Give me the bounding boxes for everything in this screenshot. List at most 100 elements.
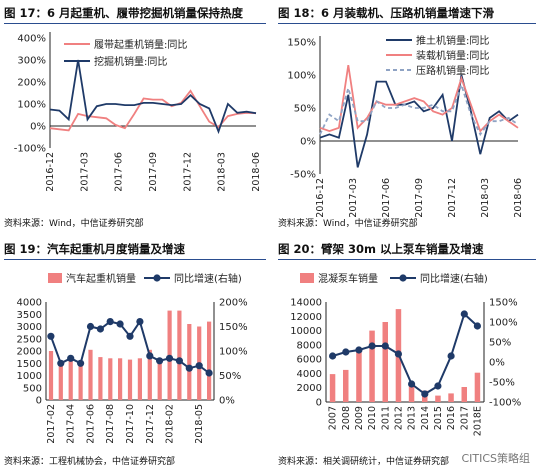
y-tick-label: 400% bbox=[17, 34, 46, 45]
growth-point bbox=[434, 382, 442, 390]
y-left-tick-label: 6000 bbox=[297, 355, 322, 366]
y-tick-label: -100% bbox=[14, 144, 46, 155]
x-tick-label: 2018-06 bbox=[251, 152, 262, 192]
y-left-tick-label: 0 bbox=[36, 396, 42, 407]
y-tick-label: -50% bbox=[290, 170, 316, 181]
y-tick-label: 200% bbox=[17, 78, 46, 89]
x-tick-label: 2018-03 bbox=[480, 178, 491, 218]
x-tick-label: 2017-12 bbox=[182, 152, 193, 192]
y-left-tick-label: 4000 bbox=[17, 298, 42, 309]
chart-source: 资料来源：Wind，中信证券研究部 bbox=[4, 219, 144, 229]
growth-point bbox=[116, 320, 124, 328]
chart-title: 图 19：汽车起重机月度销量及增速 bbox=[4, 238, 266, 260]
chart-canvas: 0 2000 4000 6000 8000 10000 12000 14000 -100% -50… bbox=[290, 272, 521, 436]
growth-point bbox=[205, 369, 213, 377]
legend-label: 同比增速(右轴) bbox=[174, 272, 242, 285]
y-left-tick-label: 2000 bbox=[17, 347, 42, 358]
x-tick-label: 2017-12 bbox=[145, 404, 156, 444]
x-tick-label: 2017-02 bbox=[46, 404, 57, 444]
bar bbox=[68, 358, 73, 400]
y-left-tick-label: 1000 bbox=[17, 371, 42, 382]
x-tick-label: 2017 bbox=[459, 406, 470, 430]
x-tick-label: 2018E bbox=[472, 406, 483, 436]
x-tick-label: 2018-03 bbox=[217, 152, 228, 192]
x-tick-label: 2017-04 bbox=[66, 404, 77, 444]
legend-swatch-marker bbox=[153, 274, 161, 282]
y-left-tick-label: 2500 bbox=[17, 334, 42, 345]
bar bbox=[207, 321, 212, 400]
legend-swatch-bar bbox=[48, 273, 62, 283]
x-tick-label: 2018-02 bbox=[165, 404, 176, 444]
y-left-tick-label: 4000 bbox=[297, 369, 322, 380]
growth-point bbox=[195, 362, 203, 370]
bar bbox=[88, 349, 93, 400]
y-tick-label: 150% bbox=[287, 38, 316, 49]
bar bbox=[157, 359, 162, 400]
bar bbox=[329, 374, 336, 402]
growth-point bbox=[421, 390, 429, 398]
y-right-tick-label: 0% bbox=[489, 358, 505, 369]
x-tick-label: 2010 bbox=[367, 406, 378, 430]
bar bbox=[369, 330, 375, 402]
y-right-tick-label: 50% bbox=[219, 371, 241, 382]
y-left-tick-label: 12000 bbox=[290, 312, 322, 323]
chart-panel-20: 图 20：臂架 30m 以上泵车销量及增速 0 2000 4000 6000 8000 1… bbox=[278, 238, 536, 470]
x-tick-label: 2017-09 bbox=[148, 152, 159, 192]
bar bbox=[356, 352, 362, 402]
growth-line bbox=[332, 312, 479, 396]
bar bbox=[58, 360, 63, 400]
y-tick-label: 0% bbox=[30, 122, 46, 133]
x-tick-label: 2008 bbox=[341, 406, 352, 430]
bar bbox=[48, 351, 54, 400]
chart-panel-18: 图 18：6 月装载机、压路机销量增速下滑 -50% 0% 50% 100% 150% 2… bbox=[278, 2, 536, 232]
bar bbox=[78, 362, 83, 400]
y-right-tick-label: 0% bbox=[219, 396, 235, 407]
x-tick-label: 2007 bbox=[328, 406, 339, 430]
chart-title: 图 17：6 月起重机、履带挖掘机销量保持热度 bbox=[4, 2, 266, 24]
chart-panel-19: 图 19：汽车起重机月度销量及增速 0 500 1000 1500 2000 2500 30… bbox=[4, 238, 266, 470]
y-left-tick-label: 0 bbox=[316, 398, 322, 409]
chart-panel-17: 图 17：6 月起重机、履带挖掘机销量保持热度 -100% 0% 100% 200% 3… bbox=[4, 2, 266, 232]
x-tick-label: 2017-09 bbox=[414, 178, 425, 218]
y-tick-label: 0% bbox=[300, 137, 316, 148]
growth-point bbox=[47, 332, 55, 340]
growth-point bbox=[126, 332, 134, 340]
bar bbox=[461, 387, 467, 402]
x-tick-label: 2014 bbox=[420, 406, 431, 430]
bar bbox=[435, 395, 441, 402]
bar bbox=[127, 359, 133, 400]
x-tick-label: 2018-06 bbox=[513, 178, 524, 218]
bar bbox=[98, 357, 103, 400]
growth-point bbox=[67, 354, 75, 362]
growth-point bbox=[408, 380, 416, 388]
y-right-tick-label: -100% bbox=[489, 398, 521, 409]
x-tick-label: 2017-03 bbox=[79, 152, 90, 192]
chart-source: 资料来源：Wind，中信证券研究部 bbox=[278, 219, 418, 229]
y-left-tick-label: 1500 bbox=[17, 359, 42, 370]
series-line bbox=[319, 74, 519, 168]
y-tick-label: 300% bbox=[17, 56, 46, 67]
legend-swatch-bar bbox=[300, 273, 314, 283]
bar bbox=[382, 322, 388, 402]
legend-swatch-marker bbox=[399, 274, 407, 282]
growth-point bbox=[355, 346, 363, 354]
growth-point bbox=[329, 352, 337, 360]
bar bbox=[187, 324, 192, 400]
x-tick-label: 2017-03 bbox=[348, 178, 359, 218]
x-tick-label: 2013 bbox=[407, 406, 418, 430]
growth-point bbox=[175, 357, 183, 365]
legend-label: 挖掘机销量:同比 bbox=[94, 55, 167, 68]
series-line bbox=[319, 64, 519, 133]
y-right-tick-label: 200% bbox=[219, 298, 248, 309]
chart-canvas: -50% 0% 50% 100% 150% 2016-12 2017-03 2017-06 20… bbox=[287, 34, 524, 218]
growth-point bbox=[96, 325, 104, 333]
bar bbox=[448, 393, 454, 402]
legend-label: 装载机销量:同比 bbox=[416, 49, 489, 62]
bar bbox=[118, 358, 123, 400]
x-tick-label: 2011 bbox=[380, 406, 391, 430]
bar bbox=[147, 349, 152, 400]
series-line bbox=[49, 59, 257, 135]
chart-source: 资料来源：相关调研统计，中信证券研究部 bbox=[278, 457, 450, 467]
y-left-tick-label: 3000 bbox=[17, 322, 42, 333]
